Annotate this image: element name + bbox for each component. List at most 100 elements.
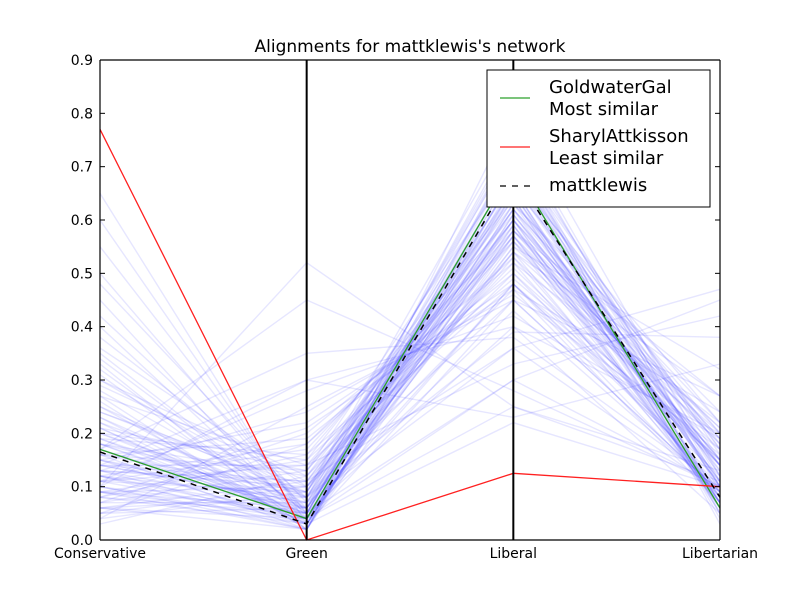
- background-line: [99, 234, 721, 509]
- series-line: [99, 170, 721, 525]
- background-line: [99, 197, 721, 493]
- background-line: [99, 218, 721, 525]
- legend-label: Least similar: [549, 148, 664, 169]
- x-tick-label: Liberal: [490, 546, 537, 562]
- legend-label: GoldwaterGal: [549, 77, 672, 98]
- background-line: [99, 267, 721, 466]
- background-line: [99, 165, 721, 525]
- background-line: [99, 149, 721, 531]
- background-line: [99, 202, 721, 525]
- background-line: [99, 299, 721, 520]
- background-line: [99, 218, 721, 504]
- background-line: [99, 272, 721, 461]
- background-line: [99, 299, 721, 526]
- background-line: [99, 143, 721, 509]
- background-line: [99, 192, 721, 525]
- background-line: [99, 336, 721, 488]
- background-line: [99, 202, 721, 525]
- y-tick-label: 0.4: [71, 320, 93, 336]
- background-line: [99, 192, 721, 520]
- background-line: [99, 245, 721, 520]
- background-line: [99, 149, 721, 514]
- background-line: [99, 261, 721, 488]
- background-line: [99, 133, 721, 509]
- background-line: [99, 363, 721, 466]
- background-line: [99, 283, 721, 482]
- background-line: [99, 234, 721, 493]
- background-line: [100, 138, 721, 504]
- y-tick-label: 0.8: [71, 106, 93, 122]
- x-tick-label: Libertarian: [682, 546, 758, 562]
- background-line: [99, 277, 721, 456]
- background-line: [99, 218, 721, 509]
- background-line: [99, 186, 721, 531]
- chart-title: Alignments for mattklewis's network: [255, 37, 566, 57]
- background-line: [99, 127, 721, 520]
- background-line: [99, 197, 721, 509]
- background-line: [99, 283, 721, 461]
- background-line: [99, 111, 721, 531]
- background-line: [99, 234, 721, 531]
- legend-label: mattklewis: [549, 175, 647, 196]
- background-line: [99, 251, 721, 493]
- background-line: [99, 181, 721, 531]
- background-line: [99, 246, 721, 515]
- legend-box: [486, 69, 711, 208]
- background-line: [99, 213, 721, 531]
- legend-label: Most similar: [549, 99, 659, 120]
- background-line: [99, 299, 721, 488]
- background-line: [99, 224, 721, 525]
- y-tick-label: 0.5: [71, 266, 93, 282]
- background-line: [99, 261, 721, 498]
- background-line: [99, 283, 721, 515]
- x-tick-label: Green: [285, 546, 327, 562]
- background-line: [99, 176, 721, 515]
- background-line: [99, 208, 721, 525]
- background-line: [99, 272, 721, 488]
- y-tick-label: 0.9: [71, 53, 93, 69]
- background-line: [99, 309, 721, 509]
- background-line: [99, 218, 721, 483]
- background-line: [99, 325, 721, 488]
- background-line: [99, 186, 721, 504]
- background-line: [99, 208, 721, 509]
- y-tick-label: 0.1: [71, 480, 93, 496]
- background-line: [99, 213, 721, 525]
- background-line: [99, 250, 721, 515]
- background-line: [99, 240, 721, 520]
- background-line: [99, 229, 721, 520]
- background-line: [99, 234, 721, 472]
- background-line: [100, 224, 721, 472]
- background-line: [99, 165, 721, 515]
- background-line: [99, 224, 721, 509]
- background-line: [99, 256, 721, 499]
- background-line: [99, 250, 721, 504]
- background-line: [99, 288, 721, 504]
- y-tick-label: 0.6: [71, 213, 93, 229]
- y-tick-label: 0.7: [71, 160, 93, 176]
- background-line: [99, 240, 721, 477]
- background-line: [99, 229, 721, 483]
- background-line: [99, 293, 721, 472]
- background-line: [99, 154, 721, 515]
- series-line: [99, 129, 721, 541]
- background-line: [99, 283, 721, 504]
- y-tick-label: 0.0: [71, 533, 93, 549]
- background-line: [99, 288, 721, 498]
- background-line: [99, 315, 721, 482]
- background-line: [99, 160, 721, 509]
- y-tick-label: 0.3: [71, 373, 93, 389]
- background-line: [99, 299, 721, 520]
- series-line: [99, 165, 721, 520]
- background-line: [99, 219, 721, 520]
- x-tick-label: Conservative: [54, 546, 146, 562]
- background-line: [99, 202, 721, 525]
- background-line: [99, 288, 721, 509]
- background-line: [99, 176, 721, 531]
- plot-area: Conservative Green Liberal Libertarian 0.0 0.…: [54, 53, 758, 562]
- background-line: [99, 192, 721, 531]
- background-line: [99, 208, 721, 504]
- background-line: [99, 160, 721, 515]
